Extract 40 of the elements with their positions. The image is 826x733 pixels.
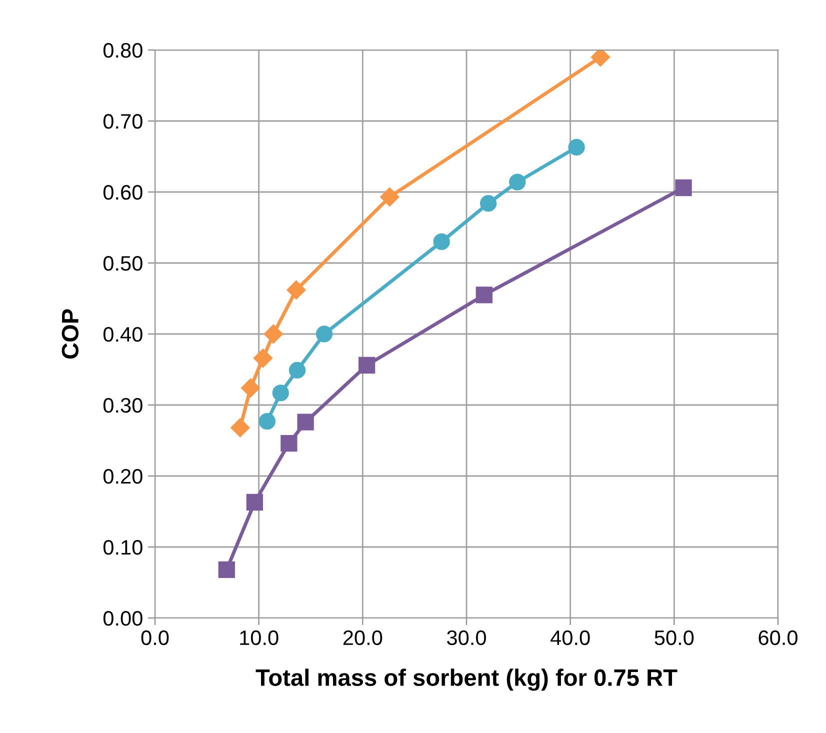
x-tick-label: 20.0 bbox=[343, 630, 382, 646]
point bbox=[218, 561, 235, 578]
x-axis-title: Total mass of sorbent (kg) for 0.75 RT bbox=[256, 668, 678, 691]
y-axis-title: COP bbox=[62, 309, 79, 359]
y-tick-label: 0.60 bbox=[103, 185, 142, 200]
point bbox=[253, 348, 273, 368]
point bbox=[476, 286, 492, 304]
point bbox=[264, 324, 283, 344]
point bbox=[272, 384, 289, 402]
x-tick-label: 30.0 bbox=[447, 630, 486, 646]
point bbox=[286, 280, 306, 300]
y-tick-label: 0.30 bbox=[103, 398, 142, 413]
y-tick-label: 0.70 bbox=[103, 114, 142, 129]
point bbox=[509, 174, 526, 190]
point bbox=[230, 418, 250, 438]
point bbox=[297, 414, 314, 430]
point bbox=[480, 195, 497, 212]
x-tick-label: 50.0 bbox=[654, 630, 694, 646]
point bbox=[280, 435, 298, 452]
y-tick-label: 0.00 bbox=[103, 611, 142, 626]
point bbox=[246, 494, 264, 511]
x-tick-label: 0.0 bbox=[141, 630, 169, 646]
x-tick-label: 40.0 bbox=[550, 630, 590, 646]
x-tick-label: 60.0 bbox=[758, 630, 798, 646]
y-tick-label: 0.20 bbox=[103, 469, 142, 484]
point bbox=[316, 326, 333, 342]
point bbox=[568, 138, 585, 156]
point bbox=[240, 378, 260, 398]
point bbox=[380, 187, 400, 207]
point bbox=[358, 356, 376, 374]
y-tick-label: 0.80 bbox=[103, 43, 142, 58]
y-tick-label: 0.50 bbox=[103, 256, 142, 271]
x-tick-label: 10.0 bbox=[240, 630, 278, 646]
point bbox=[590, 50, 610, 67]
point bbox=[433, 233, 450, 250]
y-tick-label: 0.10 bbox=[103, 540, 142, 555]
point bbox=[288, 362, 306, 379]
y-tick-label: 0.40 bbox=[103, 327, 142, 342]
point bbox=[258, 412, 276, 430]
point bbox=[675, 179, 692, 196]
